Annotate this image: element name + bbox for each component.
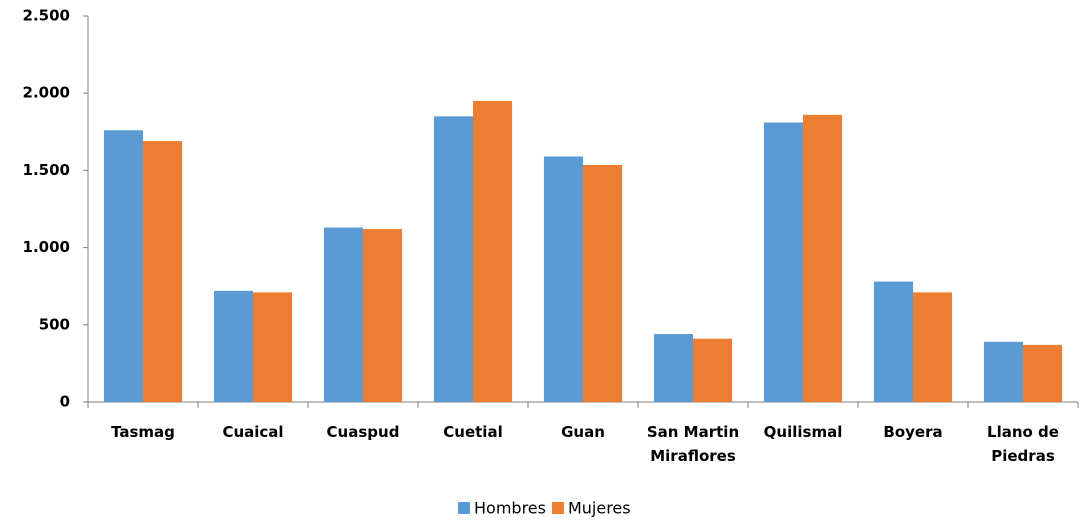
legend-label: Mujeres <box>568 499 631 518</box>
bar <box>583 164 623 402</box>
legend-swatch <box>458 502 470 514</box>
bar <box>143 141 183 402</box>
bar <box>983 341 1023 402</box>
y-tick-label: 2.000 <box>23 84 70 102</box>
legend-swatch <box>551 502 564 514</box>
bar <box>363 229 403 402</box>
bar <box>873 281 913 402</box>
y-tick-label: 1.000 <box>23 238 70 256</box>
x-tick-label: Quilismal <box>763 423 843 441</box>
y-tick-label: 0 <box>60 393 70 411</box>
bar <box>323 227 363 402</box>
bar <box>1023 344 1063 402</box>
x-tick-label: Boyera <box>883 423 943 441</box>
x-tick-label: Tasmag <box>111 423 175 441</box>
bar <box>543 156 583 402</box>
x-tick-label: Llano de Piedras <box>987 423 1059 465</box>
x-tick-label: Guan <box>561 423 605 441</box>
y-tick-label: 2.500 <box>23 7 70 25</box>
x-tick-label: Cuaical <box>222 423 284 441</box>
bar <box>803 114 843 402</box>
bar <box>103 130 143 403</box>
bar <box>653 334 693 402</box>
bar <box>693 338 733 402</box>
x-tick-label: Cuaspud <box>326 423 400 441</box>
y-tick-label: 500 <box>39 315 70 333</box>
y-tick-label: 1.500 <box>23 161 70 179</box>
bar <box>213 290 253 402</box>
legend-label: Hombres <box>474 499 546 518</box>
bar <box>253 292 293 402</box>
x-tick-label: San Martin Miraflores <box>646 423 740 465</box>
bar <box>763 122 803 402</box>
x-tick-label: Cuetial <box>443 423 503 441</box>
bar <box>913 292 953 402</box>
bar <box>473 100 513 403</box>
bar <box>433 116 473 403</box>
